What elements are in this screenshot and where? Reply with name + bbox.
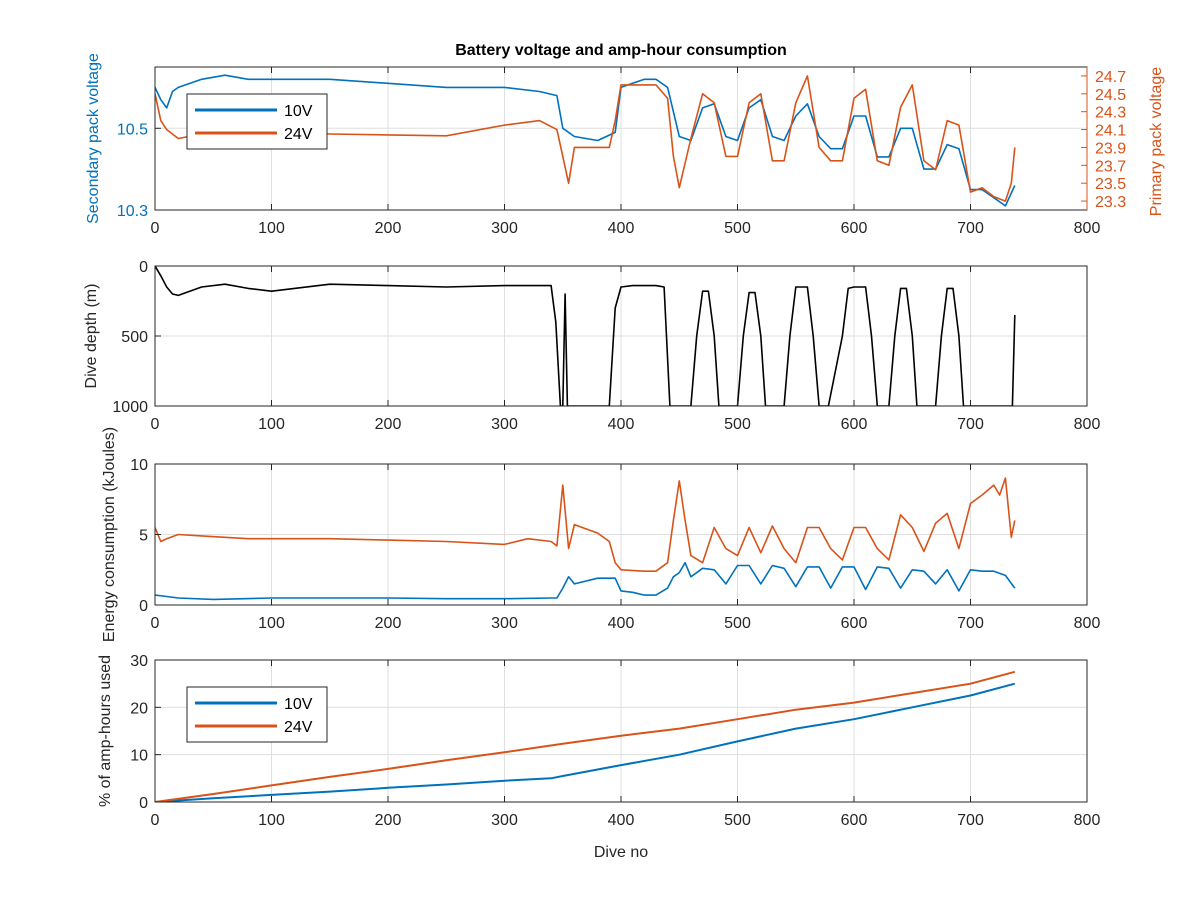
y-tick-label: 500 (121, 329, 148, 346)
x-tick-label: 200 (375, 220, 402, 237)
series-group (155, 477, 1016, 601)
y-axis-label: Secondary pack voltage (85, 53, 102, 224)
x-tick-label: 800 (1074, 416, 1101, 433)
legend-label-10v: 10V (284, 696, 313, 713)
y-right-tick-label: 24.7 (1095, 69, 1126, 86)
y-right-tick-label: 23.3 (1095, 194, 1126, 211)
chart-panel-3: 0 100 200 300 400 500 600 700 800 0 5 10 Energy cons… (101, 427, 1100, 642)
x-tick-label: 700 (957, 615, 984, 632)
y-axis-label: % of amp-hours used (97, 655, 114, 807)
x-tick-label: 600 (841, 812, 868, 829)
y-tick-label: 1000 (112, 399, 148, 416)
x-tick-label: 200 (375, 416, 402, 433)
y-tick-label: 10.5 (117, 121, 148, 138)
y-right-tick-label: 23.7 (1095, 158, 1126, 175)
x-tick-label: 100 (258, 812, 285, 829)
y-tick-label: 30 (130, 653, 148, 670)
y-tick-label: 0 (139, 598, 148, 615)
x-tick-label: 500 (724, 220, 751, 237)
x-tick-label: 400 (608, 812, 635, 829)
series-line-10v (155, 561, 1016, 601)
x-tick-label: 400 (608, 220, 635, 237)
x-tick-label: 300 (491, 615, 518, 632)
y-tick-label: 0 (139, 795, 148, 812)
y-right-tick-label: 23.9 (1095, 140, 1126, 157)
x-tick-label: 500 (724, 416, 751, 433)
x-tick-label: 700 (957, 220, 984, 237)
x-tick-label: 0 (151, 220, 160, 237)
series-line-depth (155, 266, 1016, 406)
x-tick-label: 200 (375, 615, 402, 632)
y-right-tick-label: 24.5 (1095, 87, 1126, 104)
y-right-axis-label: Primary pack voltage (1148, 67, 1165, 216)
y-right-tick-label: 24.1 (1095, 123, 1126, 140)
x-tick-label: 300 (491, 220, 518, 237)
x-tick-label: 0 (151, 615, 160, 632)
x-tick-label: 800 (1074, 812, 1101, 829)
y-right-tick-label: 24.3 (1095, 105, 1126, 122)
y-tick-label: 10 (130, 457, 148, 474)
legend-label-24v: 24V (284, 719, 313, 736)
x-tick-label: 500 (724, 615, 751, 632)
series-line-24v (155, 670, 1016, 802)
chart-panel-4: 0 100 200 300 400 500 600 700 800 0 10 20 30 % of amp… (97, 653, 1100, 861)
legend-box (186, 686, 328, 743)
x-tick-label: 400 (608, 615, 635, 632)
x-axis-label: Dive no (594, 844, 648, 861)
series-line-24v (155, 75, 1016, 202)
x-tick-label: 600 (841, 220, 868, 237)
figure-title: Battery voltage and amp-hour consumption (455, 42, 787, 59)
x-tick-label: 0 (151, 416, 160, 433)
x-tick-label: 100 (258, 220, 285, 237)
series-group (155, 266, 1016, 406)
x-tick-label: 500 (724, 812, 751, 829)
y-tick-label: 0 (139, 259, 148, 276)
legend-label-10v: 10V (284, 103, 313, 120)
y-tick-label: 10.3 (117, 203, 148, 220)
y-right-tick-label: 23.5 (1095, 176, 1126, 193)
x-tick-label: 700 (957, 812, 984, 829)
chart-panel-2: 0 100 200 300 400 500 600 700 800 0 500 1000 Dive de… (83, 259, 1100, 433)
series-group (155, 670, 1016, 802)
x-tick-label: 600 (841, 416, 868, 433)
y-axis-label: Energy consumption (kJoules) (101, 427, 118, 642)
series-line-10v (155, 682, 1016, 802)
x-tick-label: 600 (841, 615, 868, 632)
y-tick-label: 20 (130, 700, 148, 717)
series-group (155, 74, 1016, 207)
y-tick-label: 10 (130, 748, 148, 765)
x-tick-label: 200 (375, 812, 402, 829)
x-tick-label: 700 (957, 416, 984, 433)
x-tick-label: 300 (491, 416, 518, 433)
series-line-24v (155, 477, 1016, 573)
series-line-10v (155, 74, 1016, 207)
x-tick-label: 300 (491, 812, 518, 829)
x-tick-label: 400 (608, 416, 635, 433)
legend-box (186, 93, 328, 150)
x-tick-label: 800 (1074, 615, 1101, 632)
x-tick-label: 0 (151, 812, 160, 829)
legend-label-24v: 24V (284, 126, 313, 143)
x-tick-label: 100 (258, 416, 285, 433)
y-axis-label: Dive depth (m) (83, 284, 100, 389)
y-tick-label: 5 (139, 528, 148, 545)
x-tick-label: 800 (1074, 220, 1101, 237)
chart-panel-1: 0 100 200 300 400 500 600 700 80010.310.523.323.… (85, 53, 1165, 237)
x-tick-label: 100 (258, 615, 285, 632)
